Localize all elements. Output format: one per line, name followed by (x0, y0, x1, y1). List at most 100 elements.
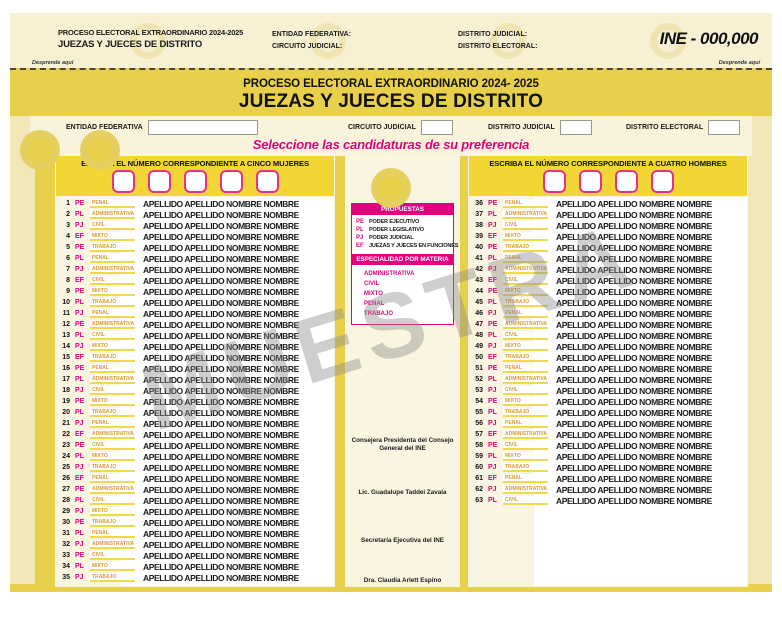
candidate-row: 60 PJ TRABAJO APELLIDO APELLIDO NOMBRE N… (470, 462, 747, 473)
candidate-name: APELLIDO APELLIDO NOMBRE NOMBRE (556, 264, 712, 275)
candidate-name: APELLIDO APELLIDO NOMBRE NOMBRE (556, 385, 712, 396)
field-value-box[interactable] (420, 120, 453, 135)
candidate-row: 17 PL ADMINISTRATIVA APELLIDO APELLIDO N… (57, 374, 334, 385)
candidate-number: 57 (475, 431, 483, 438)
field-label: DISTRITO ELECTORAL (626, 124, 704, 131)
specialty-chip: ADMINISTRATIVA (90, 265, 135, 274)
field-value-box[interactable] (147, 120, 258, 135)
specialty-chip: ADMINISTRATIVA (503, 320, 548, 329)
specialty-chip: PENAL (90, 419, 135, 428)
specialty-chip: CIVIL (90, 551, 135, 560)
number-entry-box[interactable] (111, 170, 135, 193)
candidate-name: APELLIDO APELLIDO NOMBRE NOMBRE (143, 385, 299, 396)
number-entry-box[interactable] (578, 170, 602, 193)
number-entry-box[interactable] (147, 170, 171, 193)
candidate-name: APELLIDO APELLIDO NOMBRE NOMBRE (143, 319, 299, 330)
specialty-chip: CIVIL (503, 496, 548, 505)
proposal-badge: PJ (488, 387, 497, 394)
candidate-name: APELLIDO APELLIDO NOMBRE NOMBRE (143, 374, 299, 385)
legend-proposal-label: JUEZAS Y JUECES EN FUNCIONES (369, 243, 459, 249)
number-entry-box[interactable] (542, 170, 566, 193)
proposal-badge: PE (488, 398, 498, 405)
proposal-badge: EF (75, 277, 84, 284)
candidate-row: 28 PL CIVIL APELLIDO APELLIDO NOMBRE NOM… (57, 495, 334, 506)
candidate-number: 22 (62, 431, 70, 438)
field-label: CIRCUITO JUDICIAL (348, 124, 416, 131)
number-entry-box[interactable] (219, 170, 243, 193)
candidate-row: 22 EF ADMINISTRATIVA APELLIDO APELLIDO N… (57, 429, 334, 440)
ballot-body: PROCESO ELECTORAL EXTRAORDINARIO 2024- 2… (10, 68, 772, 592)
proposal-badge: PL (488, 409, 497, 416)
number-entry-box[interactable] (255, 170, 279, 193)
number-entry-box[interactable] (650, 170, 674, 193)
specialty-chip: CIVIL (90, 331, 135, 340)
candidate-row: 13 PL CIVIL APELLIDO APELLIDO NOMBRE NOM… (57, 330, 334, 341)
proposal-badge: PL (75, 453, 84, 460)
field-value-box[interactable] (708, 120, 741, 135)
candidate-name: APELLIDO APELLIDO NOMBRE NOMBRE (143, 275, 299, 286)
specialty-chip: CIVIL (503, 386, 548, 395)
candidate-row: 36 PE PENAL APELLIDO APELLIDO NOMBRE NOM… (470, 198, 747, 209)
stub-distrito-judicial-label: DISTRITO JUDICIAL: (458, 31, 528, 38)
candidate-number: 41 (475, 255, 483, 262)
proposal-badge: PL (488, 453, 497, 460)
candidate-name: APELLIDO APELLIDO NOMBRE NOMBRE (143, 517, 299, 528)
field-circuito-judicial: CIRCUITO JUDICIAL (348, 120, 453, 135)
legend-proposal-item: PJ PODER JUDICIAL (352, 234, 453, 242)
legend-proposal-label: PODER JUDICIAL (369, 235, 414, 241)
specialty-chip: ADMINISTRATIVA (503, 210, 548, 219)
proposal-badge: PJ (75, 343, 84, 350)
field-label: ENTIDAD FEDERATIVA (66, 124, 143, 131)
candidate-row: 48 PL CIVIL APELLIDO APELLIDO NOMBRE NOM… (470, 330, 747, 341)
candidate-row: 43 EF CIVIL APELLIDO APELLIDO NOMBRE NOM… (470, 275, 747, 286)
women-candidates-panel: ESCRIBA EL NÚMERO CORRESPONDIENTE A CINC… (55, 155, 335, 587)
candidate-name: APELLIDO APELLIDO NOMBRE NOMBRE (143, 308, 299, 319)
candidate-row: 44 PE MIXTO APELLIDO APELLIDO NOMBRE NOM… (470, 286, 747, 297)
candidate-number: 6 (66, 255, 70, 262)
candidate-name: APELLIDO APELLIDO NOMBRE NOMBRE (556, 220, 712, 231)
proposal-badge: EF (75, 475, 84, 482)
number-entry-box[interactable] (614, 170, 638, 193)
candidate-name: APELLIDO APELLIDO NOMBRE NOMBRE (556, 242, 712, 253)
candidate-name: APELLIDO APELLIDO NOMBRE NOMBRE (143, 473, 299, 484)
candidate-number: 4 (66, 233, 70, 240)
candidate-number: 54 (475, 398, 483, 405)
candidate-name: APELLIDO APELLIDO NOMBRE NOMBRE (143, 363, 299, 374)
candidate-number: 9 (66, 288, 70, 295)
men-column-header: ESCRIBA EL NÚMERO CORRESPONDIENTE A CUAT… (469, 156, 747, 196)
candidate-row: 4 EF MIXTO APELLIDO APELLIDO NOMBRE NOMB… (57, 231, 334, 242)
candidate-name: APELLIDO APELLIDO NOMBRE NOMBRE (143, 231, 299, 242)
candidate-number: 60 (475, 464, 483, 471)
candidate-name: APELLIDO APELLIDO NOMBRE NOMBRE (143, 198, 299, 209)
candidate-row: 50 EF TRABAJO APELLIDO APELLIDO NOMBRE N… (470, 352, 747, 363)
candidate-row: 18 PJ CIVIL APELLIDO APELLIDO NOMBRE NOM… (57, 385, 334, 396)
proposal-badge: PE (75, 552, 85, 559)
number-entry-box[interactable] (183, 170, 207, 193)
proposal-badge: PE (488, 200, 498, 207)
proposal-badge: PJ (75, 420, 84, 427)
field-value-box[interactable] (559, 120, 592, 135)
specialty-chip: ADMINISTRATIVA (90, 430, 135, 439)
candidate-name: APELLIDO APELLIDO NOMBRE NOMBRE (556, 484, 712, 495)
candidate-name: APELLIDO APELLIDO NOMBRE NOMBRE (143, 484, 299, 495)
proposal-badge: PJ (75, 222, 84, 229)
specialty-chip: TRABAJO (90, 353, 135, 362)
proposal-badge: PJ (488, 420, 497, 427)
candidate-row: 34 PL MIXTO APELLIDO APELLIDO NOMBRE NOM… (57, 561, 334, 572)
women-number-boxes (56, 170, 334, 193)
legend-specialty-item: ADMINISTRATIVA (364, 271, 415, 277)
candidate-row: 8 EF CIVIL APELLIDO APELLIDO NOMBRE NOMB… (57, 275, 334, 286)
candidate-row: 19 PE MIXTO APELLIDO APELLIDO NOMBRE NOM… (57, 396, 334, 407)
specialty-chip: MIXTO (90, 287, 135, 296)
proposal-badge: PL (488, 332, 497, 339)
proposal-badge: PE (75, 244, 85, 251)
candidate-number: 58 (475, 442, 483, 449)
specialty-chip: MIXTO (503, 287, 548, 296)
candidate-name: APELLIDO APELLIDO NOMBRE NOMBRE (143, 407, 299, 418)
candidate-row: 45 PL TRABAJO APELLIDO APELLIDO NOMBRE N… (470, 297, 747, 308)
candidate-name: APELLIDO APELLIDO NOMBRE NOMBRE (556, 407, 712, 418)
candidate-name: APELLIDO APELLIDO NOMBRE NOMBRE (143, 440, 299, 451)
specialty-chip: PENAL (503, 309, 548, 318)
legend-proposal-badge: PE (356, 219, 365, 225)
candidate-name: APELLIDO APELLIDO NOMBRE NOMBRE (556, 462, 712, 473)
